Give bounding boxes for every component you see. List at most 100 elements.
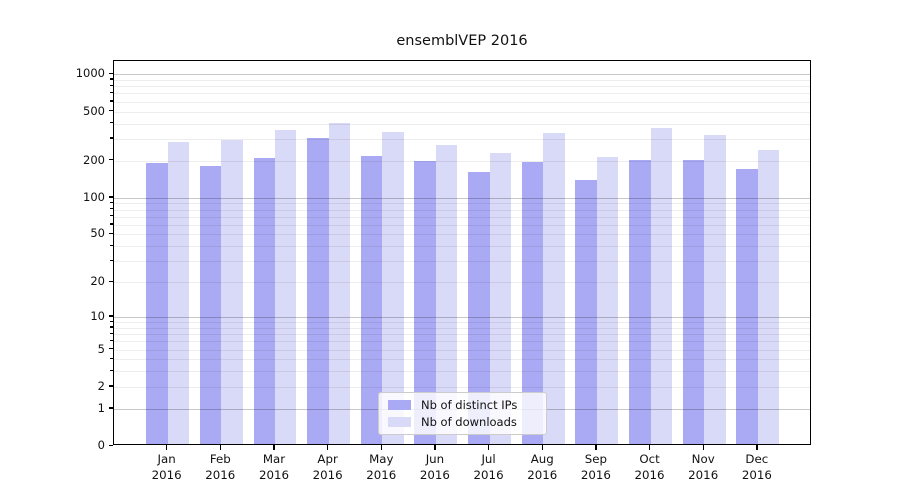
x-tick-year: 2016 <box>473 468 504 482</box>
x-tick-aug <box>541 445 543 450</box>
bar-downloads-jun <box>435 144 458 444</box>
y-tick-label-50: 50 <box>90 226 105 241</box>
y-minor-tick-70 <box>110 215 113 217</box>
legend-swatch-distinct-ips <box>388 400 411 410</box>
gridline-600 <box>114 101 810 103</box>
y-tick-200 <box>108 159 113 161</box>
x-tick-label-may: May 2016 <box>351 451 411 483</box>
x-tick-year: 2016 <box>634 468 665 482</box>
y-tick-2 <box>108 385 113 387</box>
bar-distinct-ips-apr <box>307 138 329 444</box>
gridline-6 <box>114 341 810 343</box>
bar-downloads-sep <box>596 156 619 444</box>
y-tick-label-500: 500 <box>83 103 105 118</box>
x-tick-feb <box>219 445 221 450</box>
plot-area <box>113 59 811 445</box>
gridline-90 <box>114 203 810 205</box>
x-tick-label-nov: Nov 2016 <box>673 451 733 483</box>
legend: Nb of distinct IPs Nb of downloads <box>378 392 547 435</box>
gridline-900 <box>114 79 810 81</box>
y-minor-tick-60 <box>110 223 113 225</box>
gridline-200 <box>114 160 810 162</box>
gridline-8 <box>114 327 810 329</box>
y-tick-20 <box>108 280 113 282</box>
bar-downloads-jul <box>489 152 512 444</box>
bar-downloads-nov <box>704 135 726 444</box>
x-tick-year: 2016 <box>366 468 397 482</box>
y-tick-1 <box>108 407 113 409</box>
legend-swatch-downloads <box>388 417 411 427</box>
y-tick-50 <box>108 232 113 235</box>
gridline-30 <box>114 261 810 263</box>
y-tick-100 <box>108 196 113 198</box>
gridline-5 <box>114 349 810 351</box>
y-tick-label-1: 1 <box>97 400 105 415</box>
gridline-300 <box>114 138 810 140</box>
y-tick-label-200: 200 <box>83 152 105 167</box>
bar-distinct-ips-may <box>360 155 383 444</box>
x-tick-year: 2016 <box>688 468 719 482</box>
y-minor-tick-80 <box>110 208 113 210</box>
chart-title: ensemblVEP 2016 <box>396 33 528 49</box>
bar-distinct-ips-jan <box>146 162 168 444</box>
x-tick-year: 2016 <box>258 468 289 482</box>
bar-downloads-jan <box>167 141 190 444</box>
bar-downloads-feb <box>221 139 243 444</box>
y-minor-tick-7 <box>110 332 113 334</box>
y-minor-tick-8 <box>110 326 113 328</box>
x-tick-label-jan: Jan 2016 <box>137 451 197 483</box>
gridline-800 <box>114 86 810 88</box>
x-tick-label-mar: Mar 2016 <box>244 451 304 483</box>
gridline-80 <box>114 209 810 211</box>
y-minor-tick-30 <box>110 259 113 262</box>
y-minor-tick-300 <box>110 137 113 139</box>
gridline-70 <box>114 216 810 218</box>
y-minor-tick-400 <box>110 122 113 124</box>
x-tick-jul <box>487 445 490 450</box>
x-tick-label-apr: Apr 2016 <box>298 451 358 483</box>
legend-label-distinct-ips: Nb of distinct IPs <box>421 398 518 412</box>
x-tick-sep <box>595 445 597 450</box>
y-tick-1000 <box>108 72 113 75</box>
y-tick-label-100: 100 <box>83 189 105 204</box>
legend-item-downloads: Nb of downloads <box>379 415 546 429</box>
gridline-400 <box>114 123 810 125</box>
gridline-7 <box>114 334 810 336</box>
x-tick-label-feb: Feb 2016 <box>190 451 250 483</box>
y-tick-label-10: 10 <box>90 308 105 323</box>
gridline-4 <box>114 359 810 361</box>
y-minor-tick-800 <box>110 84 113 87</box>
bar-downloads-aug <box>543 133 565 444</box>
x-tick-year: 2016 <box>312 468 343 482</box>
y-minor-tick-9 <box>110 320 113 322</box>
bar-distinct-ips-sep <box>575 180 597 444</box>
y-minor-tick-90 <box>110 201 113 204</box>
y-minor-tick-40 <box>110 244 113 246</box>
y-tick-label-2: 2 <box>97 378 105 393</box>
bar-downloads-oct <box>650 128 672 444</box>
y-minor-tick-3 <box>110 369 113 372</box>
x-tick-year: 2016 <box>527 468 558 482</box>
bar-distinct-ips-oct <box>629 159 651 444</box>
y-tick-label-20: 20 <box>90 274 105 289</box>
y-tick-label-5: 5 <box>97 341 105 356</box>
x-tick-mar <box>273 445 275 450</box>
bar-distinct-ips-dec <box>736 168 758 444</box>
y-tick-5 <box>108 348 113 350</box>
x-tick-label-sep: Sep 2016 <box>566 451 626 483</box>
y-tick-label-0: 0 <box>97 438 105 452</box>
y-tick-10 <box>108 315 113 317</box>
x-tick-year: 2016 <box>419 468 450 482</box>
legend-label-downloads: Nb of downloads <box>421 415 517 429</box>
y-minor-tick-900 <box>110 78 113 80</box>
bar-distinct-ips-jul <box>468 171 490 444</box>
bar-distinct-ips-mar <box>253 157 275 444</box>
gridline-50 <box>114 234 810 236</box>
x-tick-dec <box>756 445 758 450</box>
bar-distinct-ips-aug <box>521 162 544 444</box>
x-tick-apr <box>327 445 329 450</box>
gridline-500 <box>114 111 810 113</box>
y-minor-tick-700 <box>110 91 113 94</box>
bar-downloads-mar <box>274 130 297 444</box>
y-tick-500 <box>108 110 113 112</box>
